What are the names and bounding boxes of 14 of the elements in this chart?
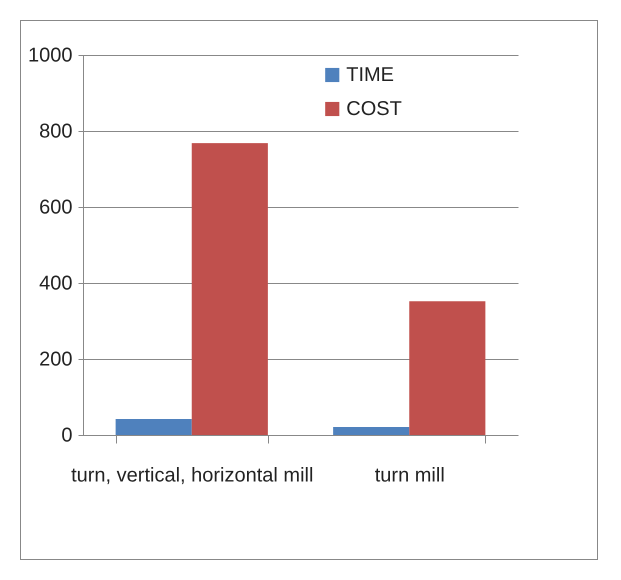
legend-label: TIME: [346, 64, 394, 86]
y-tick-label: 800: [39, 120, 72, 142]
y-tick-label: 0: [61, 424, 72, 446]
x-tick-label: turn mill: [374, 464, 445, 486]
y-tick-label: 400: [39, 272, 72, 294]
legend-label: COST: [346, 98, 402, 120]
y-tick-label: 600: [39, 196, 72, 218]
y-tick-label: 1000: [28, 44, 72, 66]
x-tick-label: turn, vertical, horizontal mill: [71, 464, 314, 486]
bar: [409, 301, 486, 435]
bar: [192, 143, 268, 435]
bar: [333, 427, 410, 435]
y-tick-label: 200: [39, 348, 72, 370]
bar: [116, 419, 192, 435]
